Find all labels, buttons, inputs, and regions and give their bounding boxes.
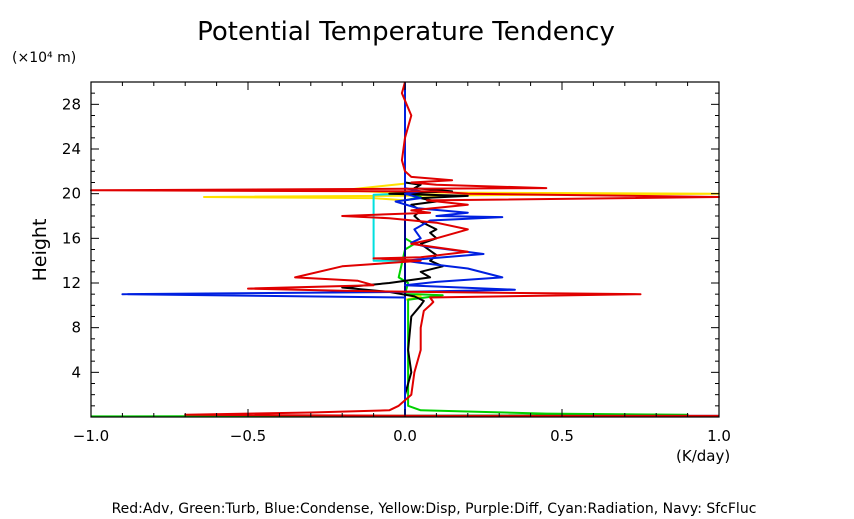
- y-tick-label: 16: [62, 229, 81, 247]
- x-tick-label: −0.5: [230, 427, 266, 445]
- y-tick-label: 20: [62, 185, 81, 203]
- series-line-adv: [90, 81, 720, 417]
- series-line-turb: [90, 82, 689, 418]
- series-line-disp: [203, 82, 720, 417]
- x-tick-label: 0.0: [393, 427, 417, 445]
- y-tick-label: 8: [71, 319, 81, 337]
- x-tick-label: 1.0: [707, 427, 731, 445]
- y-tick-label: 4: [71, 363, 81, 381]
- chart-title: Potential Temperature Tendency: [197, 17, 615, 47]
- y-unit-label: (×10⁴ m): [12, 50, 76, 66]
- series-line-radiation: [372, 82, 406, 417]
- y-axis-label: Height: [29, 219, 51, 282]
- legend-text: Red:Adv, Green:Turb, Blue:Condense, Yell…: [112, 501, 757, 517]
- y-tick-label: 24: [62, 140, 81, 158]
- plot-area: −1.0 −0.5 0.0 0.5 1.0 4 8 12 16 20 24 28: [62, 81, 731, 445]
- y-tick-label: 12: [62, 274, 81, 292]
- y-tick-label: 28: [62, 95, 81, 113]
- series-line-net: [341, 82, 469, 417]
- x-axis-label: (K/day): [676, 447, 730, 465]
- x-tick-label: 0.5: [550, 427, 574, 445]
- x-tick-label: −1.0: [73, 427, 109, 445]
